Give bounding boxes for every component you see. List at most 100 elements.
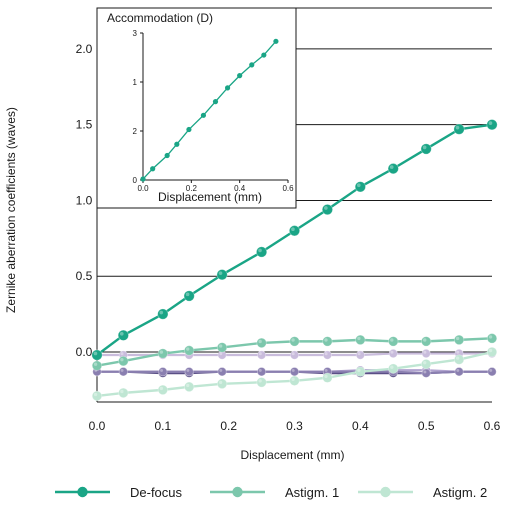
- data-point-highlight: [258, 368, 262, 372]
- data-point-highlight: [291, 352, 295, 356]
- data-point: [118, 355, 129, 367]
- data-point-highlight: [357, 352, 361, 356]
- data-point: [321, 203, 334, 216]
- legend-label: Astigm. 1: [285, 485, 339, 500]
- x-tick-label: 0.2: [220, 419, 237, 433]
- data-point: [118, 367, 128, 377]
- y-tick-label: 0.0: [76, 345, 93, 359]
- inset-data-point: [200, 112, 207, 118]
- data-point-highlight: [258, 379, 262, 383]
- inset-y-tick-label: 0: [133, 176, 138, 185]
- data-point-highlight: [258, 352, 262, 356]
- inset-x-tick-label: 0.4: [234, 184, 246, 193]
- data-point-highlight: [455, 356, 460, 360]
- data-point: [420, 336, 432, 347]
- legend-label: Astigm. 2: [433, 485, 487, 500]
- data-point-highlight: [120, 357, 124, 362]
- data-point: [289, 367, 300, 377]
- x-tick-label: 0.6: [484, 419, 501, 433]
- data-point: [158, 367, 168, 377]
- data-point-highlight: [291, 338, 295, 342]
- data-point-highlight: [455, 125, 460, 130]
- data-point-highlight: [186, 368, 190, 372]
- data-point: [118, 387, 129, 399]
- data-point: [453, 334, 465, 346]
- y-tick-label: 1.5: [76, 118, 93, 132]
- data-point: [183, 290, 195, 302]
- data-point: [91, 390, 103, 402]
- data-point-highlight: [455, 336, 460, 341]
- inset-box: [96, 7, 297, 209]
- data-point-highlight: [324, 374, 328, 378]
- inset-x-tick-label: 0.0: [137, 184, 149, 193]
- data-point: [388, 363, 399, 374]
- data-point: [388, 348, 398, 359]
- data-point-highlight: [423, 370, 427, 374]
- data-point-highlight: [389, 165, 394, 169]
- inset-data-point: [164, 152, 170, 159]
- data-point: [420, 143, 432, 155]
- data-point: [256, 350, 267, 360]
- data-point-highlight: [218, 271, 223, 275]
- legend-label: De-focus: [130, 485, 183, 500]
- inset-y-tick-label: 1: [133, 78, 138, 87]
- data-point-highlight: [390, 350, 394, 354]
- data-point: [486, 333, 498, 344]
- data-point: [453, 123, 465, 135]
- data-point: [157, 384, 169, 396]
- data-point-highlight: [456, 350, 460, 354]
- inset-data-point: [224, 85, 231, 91]
- data-point: [453, 354, 465, 365]
- inset-title: Accommodation (D): [107, 11, 213, 25]
- data-point-highlight: [120, 352, 124, 356]
- inset-data-point: [174, 141, 180, 147]
- data-point-highlight: [324, 206, 328, 210]
- inset-data-point: [150, 166, 156, 172]
- data-point-highlight: [456, 368, 460, 372]
- data-point-highlight: [324, 338, 328, 342]
- data-point-highlight: [120, 368, 124, 372]
- data-point: [421, 348, 431, 359]
- inset-x-axis-title: Displacement (mm): [158, 190, 262, 204]
- inset-x-tick-label: 0.2: [186, 184, 198, 193]
- inset-data-point: [273, 38, 279, 44]
- data-point-highlight: [93, 362, 98, 366]
- data-point: [322, 350, 333, 360]
- data-point: [255, 246, 268, 258]
- y-tick-label: 0.5: [76, 269, 93, 283]
- x-axis-title: Displacement (mm): [240, 448, 344, 462]
- data-point: [355, 350, 365, 360]
- data-point-highlight: [159, 386, 164, 391]
- data-point-highlight: [390, 365, 394, 369]
- data-point-highlight: [258, 339, 262, 344]
- data-point-highlight: [258, 248, 262, 253]
- data-point: [183, 345, 195, 356]
- data-point-highlight: [159, 310, 164, 315]
- data-point-highlight: [219, 368, 223, 372]
- data-point-highlight: [291, 368, 295, 372]
- data-point-highlight: [185, 292, 190, 297]
- data-point: [216, 342, 228, 353]
- data-point: [157, 308, 169, 320]
- x-tick-label: 0.0: [89, 419, 106, 433]
- data-point-highlight: [93, 351, 98, 356]
- inset-data-point: [249, 62, 255, 68]
- data-point-highlight: [159, 350, 164, 354]
- inset-data-point: [140, 176, 146, 182]
- data-point: [117, 329, 129, 341]
- x-tick-label: 0.5: [418, 419, 435, 433]
- data-point: [91, 349, 103, 361]
- legend-item-2: Astigm. 2: [358, 485, 487, 500]
- y-tick-label: 1.0: [76, 193, 93, 207]
- data-point: [256, 367, 267, 377]
- data-point: [354, 181, 366, 193]
- data-point: [454, 367, 464, 377]
- data-point: [486, 346, 498, 358]
- data-point-highlight: [186, 383, 190, 388]
- data-point: [216, 269, 228, 281]
- legend-marker: [380, 486, 391, 498]
- data-point: [487, 367, 497, 377]
- data-point: [355, 366, 366, 377]
- data-point: [157, 348, 169, 359]
- data-point: [421, 368, 431, 378]
